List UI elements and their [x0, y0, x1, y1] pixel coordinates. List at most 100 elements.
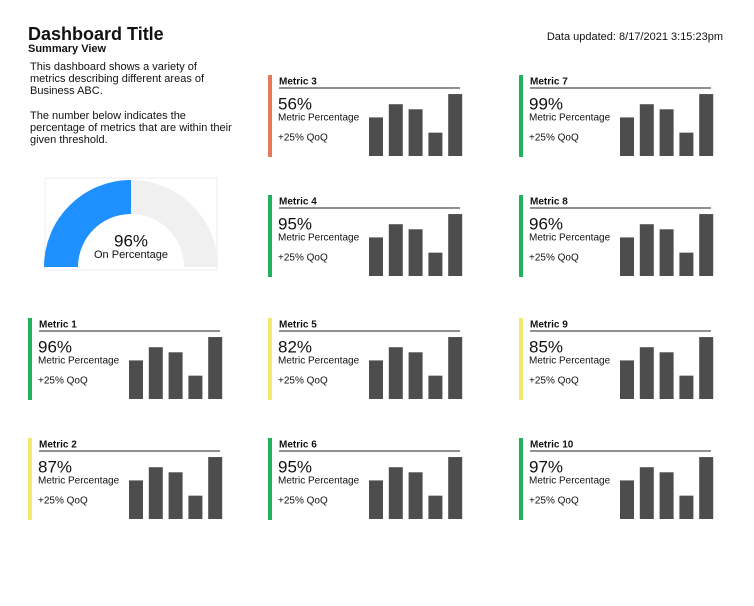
mini-bar — [679, 252, 694, 276]
metric-subtitle: Metric Percentage — [529, 113, 611, 124]
mini-bar — [388, 347, 403, 399]
metric-name: Metric 10 — [530, 440, 574, 451]
metric-change: +25% QoQ — [38, 376, 88, 387]
metric-subtitle: Metric Percentage — [38, 356, 120, 367]
mini-bar — [428, 495, 443, 519]
mini-bar — [148, 347, 163, 399]
mini-bar — [448, 94, 463, 156]
mini-bar — [639, 224, 654, 276]
metric-change: +25% QoQ — [529, 376, 579, 387]
gauge-label: On Percentage — [94, 249, 168, 261]
metric-value: 96% — [529, 214, 563, 233]
status-bar — [519, 318, 523, 400]
mini-bar — [659, 109, 674, 156]
metric-subtitle: Metric Percentage — [278, 476, 360, 487]
description: metrics describing different areas of — [30, 73, 205, 85]
mini-bar — [428, 132, 443, 156]
description: Business ABC. — [30, 85, 103, 97]
mini-bar — [448, 457, 463, 519]
mini-bar — [168, 472, 183, 519]
status-bar — [268, 195, 272, 277]
metric-name: Metric 6 — [279, 440, 317, 451]
mini-bar — [129, 480, 143, 519]
status-bar — [28, 438, 32, 520]
description: This dashboard shows a variety of — [30, 61, 198, 73]
metric-change: +25% QoQ — [529, 496, 579, 507]
mini-bar — [679, 375, 694, 399]
metric-change: +25% QoQ — [529, 133, 579, 144]
mini-bar — [639, 467, 654, 519]
metric-change: +25% QoQ — [38, 496, 88, 507]
mini-bar — [659, 229, 674, 276]
status-bar — [268, 438, 272, 520]
mini-bar — [448, 214, 463, 276]
status-bar — [28, 318, 32, 400]
mini-bar — [388, 224, 403, 276]
mini-bar — [699, 457, 714, 519]
metric-name: Metric 2 — [39, 440, 77, 451]
title: Dashboard Title — [28, 24, 164, 44]
metric-value: 95% — [278, 457, 312, 476]
metric-subtitle: Metric Percentage — [38, 476, 120, 487]
gauge-fill — [44, 180, 131, 267]
status-bar — [268, 318, 272, 400]
metric-value: 56% — [278, 94, 312, 113]
mini-bar — [679, 495, 694, 519]
status-bar — [519, 75, 523, 157]
status-bar — [268, 75, 272, 157]
metric-name: Metric 1 — [39, 320, 77, 331]
metric-subtitle: Metric Percentage — [278, 356, 360, 367]
mini-bar — [369, 480, 383, 519]
mini-bar — [369, 360, 383, 399]
mini-bar — [428, 375, 443, 399]
metric-change: +25% QoQ — [529, 253, 579, 264]
metric-value: 85% — [529, 337, 563, 356]
description: given threshold. — [30, 134, 108, 146]
mini-bar — [639, 104, 654, 156]
status-bar — [519, 195, 523, 277]
mini-bar — [408, 352, 423, 399]
mini-bar — [208, 337, 223, 399]
mini-bar — [388, 467, 403, 519]
metric-name: Metric 4 — [279, 197, 317, 208]
mini-bar — [620, 360, 634, 399]
mini-bar — [369, 117, 383, 156]
metric-name: Metric 7 — [530, 77, 568, 88]
mini-bar — [620, 117, 634, 156]
metric-subtitle: Metric Percentage — [278, 233, 360, 244]
mini-bar — [188, 375, 203, 399]
mini-bar — [620, 237, 634, 276]
description: The number below indicates the — [30, 110, 186, 122]
mini-bar — [679, 132, 694, 156]
description: percentage of metrics that are within th… — [30, 122, 232, 134]
mini-bar — [408, 109, 423, 156]
metric-change: +25% QoQ — [278, 496, 328, 507]
metric-subtitle: Metric Percentage — [278, 113, 360, 124]
metric-value: 82% — [278, 337, 312, 356]
gauge-value: 96% — [114, 231, 148, 250]
subtitle: Summary View — [28, 43, 107, 55]
metric-name: Metric 3 — [279, 77, 317, 88]
metric-value: 99% — [529, 94, 563, 113]
mini-bar — [428, 252, 443, 276]
metric-value: 87% — [38, 457, 72, 476]
metric-change: +25% QoQ — [278, 133, 328, 144]
mini-bar — [659, 352, 674, 399]
metric-value: 96% — [38, 337, 72, 356]
metric-subtitle: Metric Percentage — [529, 356, 611, 367]
status-bar — [519, 438, 523, 520]
metric-name: Metric 5 — [279, 320, 317, 331]
metric-subtitle: Metric Percentage — [529, 476, 611, 487]
mini-bar — [129, 360, 143, 399]
mini-bar — [408, 229, 423, 276]
mini-bar — [168, 352, 183, 399]
metric-value: 97% — [529, 457, 563, 476]
mini-bar — [639, 347, 654, 399]
mini-bar — [699, 94, 714, 156]
mini-bar — [448, 337, 463, 399]
mini-bar — [699, 337, 714, 399]
mini-bar — [659, 472, 674, 519]
mini-bar — [369, 237, 383, 276]
